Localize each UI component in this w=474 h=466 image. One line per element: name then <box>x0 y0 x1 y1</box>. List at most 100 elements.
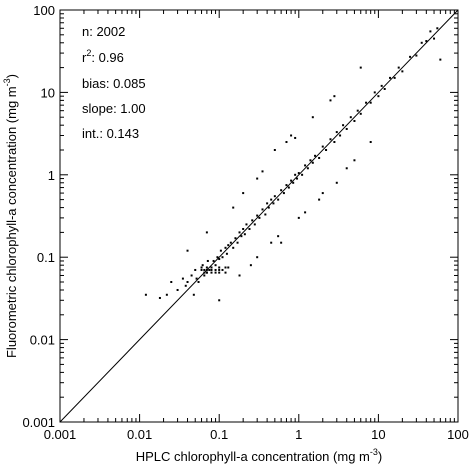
data-point <box>225 252 228 255</box>
data-point <box>206 259 209 262</box>
data-point <box>318 198 321 201</box>
data-point <box>359 66 362 69</box>
data-point <box>212 259 215 262</box>
data-point <box>311 161 314 164</box>
data-point <box>227 266 230 269</box>
stat-n: n: 2002 <box>82 24 125 39</box>
data-point <box>190 274 193 277</box>
data-points <box>144 27 442 302</box>
x-axis-title: HPLC chlorophyll-a concentration (mg m-3… <box>136 447 382 464</box>
data-point <box>195 277 198 280</box>
data-point <box>186 249 189 252</box>
data-point <box>192 293 195 296</box>
data-point <box>369 101 372 104</box>
x-axis-unit: (mg m <box>333 449 370 464</box>
data-point <box>290 134 293 137</box>
data-point <box>243 233 246 236</box>
y-tick-label: 100 <box>33 3 55 18</box>
data-point <box>256 214 259 217</box>
x-tick-label: 100 <box>447 427 469 442</box>
data-point <box>285 184 288 187</box>
stat-r2-prefix: r <box>82 50 87 65</box>
data-point <box>238 231 241 234</box>
axis-ticks <box>59 10 458 423</box>
data-point <box>158 296 161 299</box>
data-point <box>221 256 224 259</box>
x-axis-unit-close: ) <box>378 449 382 464</box>
data-point <box>186 281 189 284</box>
data-point <box>203 274 206 277</box>
data-point <box>273 148 276 151</box>
data-point <box>197 281 200 284</box>
data-point <box>214 271 217 274</box>
data-point <box>401 70 404 73</box>
data-point <box>203 268 206 271</box>
y-axis-unit: (mg m <box>4 86 19 123</box>
data-point <box>170 281 173 284</box>
data-point <box>218 268 221 271</box>
data-point <box>359 112 362 115</box>
data-point <box>216 256 219 259</box>
stat-r2-value: : 0.96 <box>91 50 124 65</box>
data-point <box>264 213 267 216</box>
data-point <box>232 206 235 209</box>
stats-box: n: 2002 r2: 0.96 bias: 0.085 slope: 1.00… <box>82 24 146 141</box>
data-point <box>218 271 221 274</box>
data-point <box>297 216 300 219</box>
data-point <box>436 27 439 30</box>
data-point <box>165 293 168 296</box>
data-point <box>294 173 297 176</box>
data-point <box>345 167 348 170</box>
data-point <box>415 54 418 57</box>
data-point <box>345 127 348 130</box>
data-point <box>221 268 224 271</box>
data-point <box>280 189 283 192</box>
data-point <box>208 268 211 271</box>
stat-r2-exp: 2 <box>86 48 91 58</box>
data-point <box>176 288 179 291</box>
data-point <box>224 271 227 274</box>
data-point <box>373 91 376 94</box>
data-point <box>242 227 245 230</box>
data-point <box>353 119 356 122</box>
data-point <box>266 202 269 205</box>
data-point <box>282 192 285 195</box>
stat-slope: slope: 1.00 <box>82 101 146 116</box>
data-point <box>218 299 221 302</box>
data-point <box>240 235 243 238</box>
data-point <box>287 186 290 189</box>
data-point <box>377 95 380 98</box>
data-point <box>321 145 324 148</box>
data-point <box>203 271 206 274</box>
data-point <box>329 99 332 102</box>
y-axis-unit-close: ) <box>4 74 19 78</box>
data-point <box>273 195 276 198</box>
data-point <box>296 177 299 180</box>
data-point <box>214 264 217 267</box>
data-point <box>205 266 208 269</box>
data-point <box>236 241 239 244</box>
x-axis-label: HPLC chlorophyll-a concentration <box>136 449 330 464</box>
data-point <box>200 268 203 271</box>
data-point <box>224 246 227 249</box>
data-point <box>304 164 307 167</box>
y-axis-unit-exp: -3 <box>2 78 12 86</box>
data-point <box>201 264 204 267</box>
data-point <box>270 198 273 201</box>
axis-tick-labels: 0.001 0.01 0.1 1 10 100 0.001 0.01 0.1 1 10 100 <box>22 3 468 442</box>
data-point <box>249 264 252 267</box>
data-point <box>232 246 235 249</box>
data-point <box>218 266 221 269</box>
data-point <box>184 284 187 287</box>
data-point <box>234 237 237 240</box>
data-point <box>258 216 261 219</box>
data-point <box>349 116 352 119</box>
data-point <box>205 231 208 234</box>
data-point <box>256 177 259 180</box>
x-tick-label: 10 <box>371 427 385 442</box>
data-point <box>210 268 213 271</box>
data-point <box>304 211 307 214</box>
y-tick-label: 0.01 <box>30 333 55 348</box>
data-point <box>200 266 203 269</box>
data-point <box>335 181 338 184</box>
